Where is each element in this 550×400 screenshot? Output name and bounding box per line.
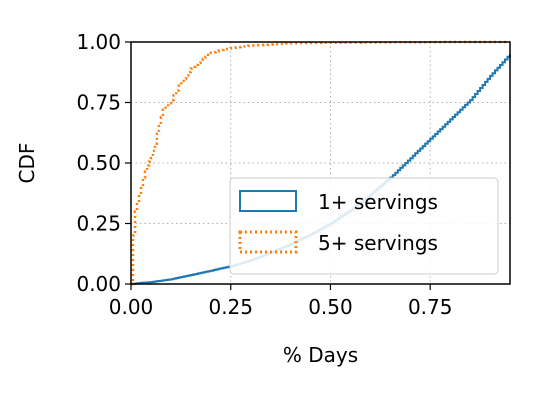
y-tick-label: 0.25	[76, 212, 121, 236]
legend-swatch-5plus	[238, 230, 298, 254]
legend-label-1plus: 1+ servings	[318, 190, 438, 214]
y-tick-label: 1.00	[76, 30, 121, 54]
legend-label-5plus: 5+ servings	[318, 231, 438, 255]
y-ticks: 0.00 0.25 0.50 0.75 1.00	[76, 30, 131, 296]
x-tick-label: 0.50	[308, 295, 353, 319]
x-tick-label: 0.75	[408, 295, 453, 319]
y-tick-label: 0.75	[76, 91, 121, 115]
x-axis-label: % Days	[283, 343, 358, 367]
y-tick-label: 0.50	[76, 151, 121, 175]
y-axis-label: CDF	[15, 143, 39, 184]
y-tick-label: 0.00	[76, 272, 121, 296]
x-tick-label: 0.25	[208, 295, 253, 319]
x-ticks: 0.00 0.25 0.50 0.75	[109, 284, 453, 319]
legend: 1+ servings 5+ servings	[229, 177, 499, 275]
legend-swatch-1plus	[239, 190, 297, 212]
x-tick-label: 0.00	[109, 295, 154, 319]
